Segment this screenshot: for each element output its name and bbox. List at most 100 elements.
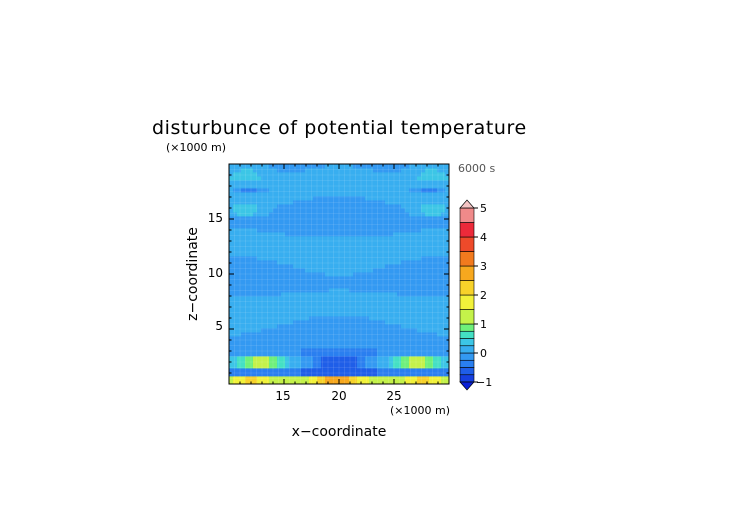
contour-cell bbox=[429, 324, 434, 329]
contour-cell bbox=[325, 184, 330, 189]
contour-cell bbox=[281, 380, 286, 385]
contour-cell bbox=[373, 168, 378, 173]
contour-cell bbox=[397, 344, 402, 349]
contour-cell bbox=[421, 216, 426, 221]
contour-cell bbox=[285, 340, 290, 345]
contour-cell bbox=[417, 304, 422, 309]
contour-cell bbox=[257, 188, 262, 193]
contour-cell bbox=[441, 192, 446, 197]
contour-cell bbox=[345, 364, 350, 369]
contour-cell bbox=[361, 308, 366, 313]
contour-cell bbox=[257, 284, 262, 289]
contour-cell bbox=[297, 364, 302, 369]
contour-cell bbox=[365, 180, 370, 185]
contour-cell bbox=[353, 260, 358, 265]
contour-cell bbox=[377, 204, 382, 209]
contour-cell bbox=[381, 360, 386, 365]
contour-cell bbox=[253, 280, 258, 285]
contour-cell bbox=[253, 260, 258, 265]
contour-cell bbox=[285, 292, 290, 297]
contour-cell bbox=[393, 204, 398, 209]
contour-cell bbox=[233, 256, 238, 261]
contour-cell bbox=[229, 276, 234, 281]
contour-cell bbox=[361, 172, 366, 177]
contour-cell bbox=[361, 180, 366, 185]
contour-cell bbox=[289, 360, 294, 365]
contour-cell bbox=[369, 340, 374, 345]
contour-cell bbox=[265, 240, 270, 245]
contour-cell bbox=[421, 380, 426, 385]
contour-cell bbox=[429, 304, 434, 309]
contour-cell bbox=[245, 228, 250, 233]
contour-cell bbox=[289, 240, 294, 245]
contour-cell bbox=[233, 328, 238, 333]
contour-cell bbox=[417, 176, 422, 181]
contour-cell bbox=[417, 320, 422, 325]
contour-cell bbox=[337, 248, 342, 253]
contour-cell bbox=[341, 332, 346, 337]
contour-cell bbox=[345, 352, 350, 357]
contour-cell bbox=[413, 328, 418, 333]
contour-cell bbox=[229, 232, 234, 237]
contour-cell bbox=[281, 264, 286, 269]
contour-cell bbox=[301, 276, 306, 281]
contour-cell bbox=[429, 356, 434, 361]
contour-cell bbox=[265, 184, 270, 189]
contour-cell bbox=[245, 264, 250, 269]
contour-cell bbox=[405, 192, 410, 197]
contour-cell bbox=[385, 204, 390, 209]
contour-cell bbox=[317, 224, 322, 229]
contour-cell bbox=[277, 324, 282, 329]
contour-cell bbox=[437, 224, 442, 229]
contour-cell bbox=[321, 164, 326, 169]
contour-cell bbox=[385, 312, 390, 317]
contour-cell bbox=[437, 248, 442, 253]
contour-cell bbox=[253, 380, 258, 385]
contour-cell bbox=[429, 320, 434, 325]
contour-cell bbox=[341, 316, 346, 321]
contour-cell bbox=[285, 216, 290, 221]
contour-cell bbox=[297, 240, 302, 245]
contour-cell bbox=[429, 276, 434, 281]
contour-cell bbox=[249, 248, 254, 253]
contour-cell bbox=[369, 372, 374, 377]
contour-cell bbox=[377, 256, 382, 261]
contour-cell bbox=[441, 188, 446, 193]
contour-cell bbox=[237, 288, 242, 293]
contour-cell bbox=[393, 188, 398, 193]
contour-cell bbox=[349, 356, 354, 361]
contour-cell bbox=[329, 264, 334, 269]
contour-cell bbox=[437, 296, 442, 301]
contour-cell bbox=[437, 216, 442, 221]
contour-cell bbox=[445, 164, 450, 169]
contour-cell bbox=[325, 204, 330, 209]
contour-cell bbox=[261, 256, 266, 261]
contour-cell bbox=[409, 356, 414, 361]
contour-cell bbox=[317, 236, 322, 241]
contour-cell bbox=[413, 220, 418, 225]
contour-cell bbox=[333, 280, 338, 285]
contour-cell bbox=[349, 216, 354, 221]
contour-cell bbox=[245, 300, 250, 305]
contour-cell bbox=[437, 268, 442, 273]
contour-cell bbox=[401, 196, 406, 201]
contour-cell bbox=[385, 304, 390, 309]
contour-cell bbox=[317, 248, 322, 253]
contour-cell bbox=[337, 188, 342, 193]
contour-cell bbox=[333, 192, 338, 197]
contour-cell bbox=[309, 168, 314, 173]
contour-cell bbox=[433, 364, 438, 369]
contour-cell bbox=[321, 252, 326, 257]
y-unit-label: (×1000 m) bbox=[166, 141, 226, 154]
contour-cell bbox=[257, 268, 262, 273]
contour-cell bbox=[325, 164, 330, 169]
contour-cell bbox=[345, 356, 350, 361]
contour-cell bbox=[421, 372, 426, 377]
contour-cell bbox=[413, 212, 418, 217]
contour-cell bbox=[309, 172, 314, 177]
contour-cell bbox=[409, 188, 414, 193]
contour-cell bbox=[369, 328, 374, 333]
contour-cell bbox=[325, 260, 330, 265]
contour-cell bbox=[245, 176, 250, 181]
colorbar-tick-label: 1 bbox=[480, 318, 487, 331]
